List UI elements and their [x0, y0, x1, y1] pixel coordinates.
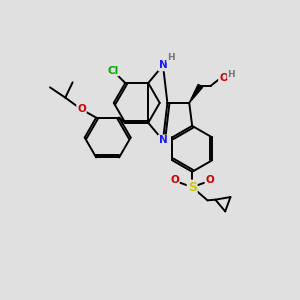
Text: O: O [206, 175, 214, 185]
Text: N: N [159, 60, 167, 70]
Text: H: H [167, 53, 175, 62]
Text: S: S [188, 181, 197, 194]
Text: O: O [219, 73, 228, 83]
Text: N: N [159, 135, 167, 146]
Text: O: O [77, 104, 86, 114]
Text: H: H [227, 70, 235, 79]
Text: Cl: Cl [107, 65, 118, 76]
Polygon shape [189, 84, 203, 103]
Text: O: O [170, 175, 179, 185]
